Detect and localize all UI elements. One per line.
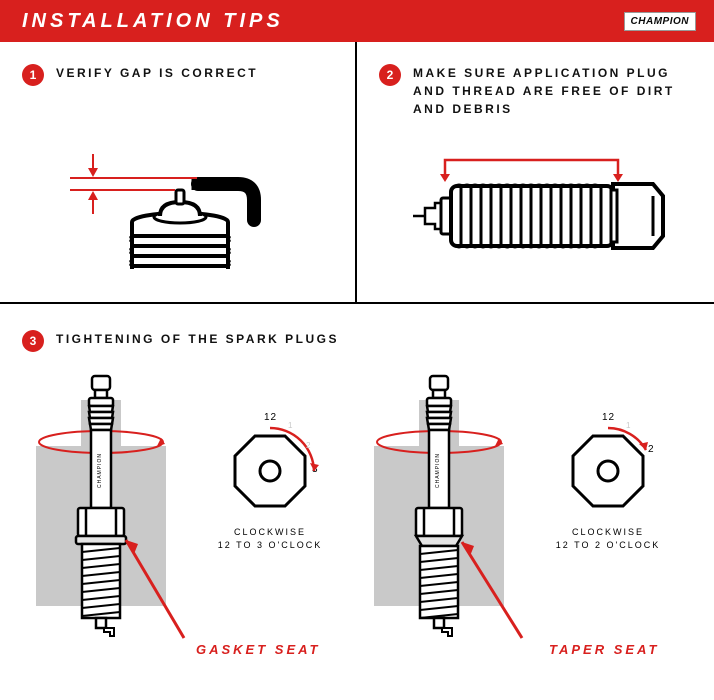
svg-text:1: 1: [626, 421, 631, 430]
step-1-text: Verify gap is correct: [56, 64, 258, 82]
taper-seat-label: TAPER SEAT: [549, 642, 659, 657]
taper-range: 12 TO 2 O'CLOCK: [556, 539, 660, 552]
header-bar: INSTALLATION TIPS CHAMPION: [0, 0, 714, 42]
clock-hour-12: 12: [602, 412, 615, 423]
brand-badge: CHAMPION: [624, 12, 696, 31]
clock-hour-side: 2: [648, 444, 655, 455]
taper-clock-label: CLOCKWISE 12 TO 2 O'CLOCK: [556, 526, 660, 551]
gasket-clock-label: CLOCKWISE 12 TO 3 O'CLOCK: [218, 526, 322, 551]
gasket-clock: 12 3 1 2 CLOCKWISE 12 TO 3 O'CLOCK: [186, 370, 354, 551]
step-2-text: Make sure application plug and thread ar…: [413, 64, 696, 118]
taper-clock: 12 2 1 CLOCKWISE 12 TO 2 O'CLOCK: [524, 370, 692, 551]
illustration-thread: [379, 136, 696, 286]
gasket-plug-illustration: CHAMPION: [26, 370, 186, 675]
step-3-text: Tightening of the spark plugs: [56, 330, 339, 348]
step-3-head: 3 Tightening of the spark plugs: [22, 330, 696, 352]
gasket-seat-block: CHAMPION: [26, 370, 354, 675]
step-2-head: 2 Make sure application plug and thread …: [379, 64, 696, 118]
page-title: INSTALLATION TIPS: [22, 10, 284, 33]
svg-text:CHAMPION: CHAMPION: [435, 453, 441, 488]
step-1-head: 1 Verify gap is correct: [22, 64, 337, 86]
gasket-seat-label: GASKET SEAT: [196, 642, 321, 657]
taper-plug-illustration: CHAMPION: [364, 370, 524, 675]
svg-text:1: 1: [288, 421, 293, 430]
taper-direction: CLOCKWISE: [556, 526, 660, 539]
step-3-number: 3: [22, 330, 44, 352]
panel-step-1: 1 Verify gap is correct: [0, 42, 357, 302]
panel-step-2: 2 Make sure application plug and thread …: [357, 42, 714, 302]
step-2-number: 2: [379, 64, 401, 86]
gasket-range: 12 TO 3 O'CLOCK: [218, 539, 322, 552]
svg-text:2: 2: [306, 441, 311, 450]
tightening-row: CHAMPION: [22, 370, 696, 675]
step-1-number: 1: [22, 64, 44, 86]
clock-hour-12: 12: [264, 412, 277, 423]
svg-text:CHAMPION: CHAMPION: [97, 453, 103, 488]
panel-step-3: 3 Tightening of the spark plugs: [0, 304, 714, 700]
top-row: 1 Verify gap is correct: [0, 42, 714, 304]
gasket-direction: CLOCKWISE: [218, 526, 322, 539]
illustration-gap: [22, 104, 337, 269]
taper-seat-block: CHAMPION: [364, 370, 692, 675]
